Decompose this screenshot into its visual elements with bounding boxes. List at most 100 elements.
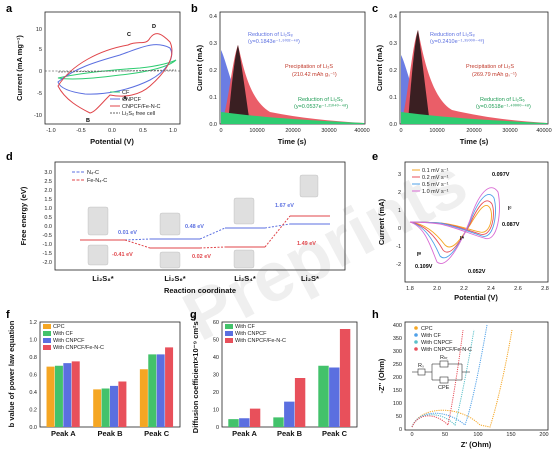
x-category-label: Peak B bbox=[277, 429, 303, 438]
xtick: 1.8 bbox=[406, 286, 414, 292]
bar-with-cnpcf-fe-n-c-2 bbox=[165, 347, 174, 428]
ytick: -1.5 bbox=[43, 251, 52, 257]
peak-label-d: D bbox=[152, 24, 156, 30]
circuit-rs: Rₛ bbox=[418, 363, 424, 369]
ytick: -0.5 bbox=[43, 233, 52, 239]
legend-scan-02: 0.2 mV s⁻¹ bbox=[422, 175, 449, 181]
bar-with-cnpcf-fe-n-c-0 bbox=[71, 361, 80, 428]
x-category-label: Peak A bbox=[51, 429, 76, 438]
y-tick-label: 0.2 bbox=[29, 408, 37, 414]
y-tick-label: 10 bbox=[213, 408, 219, 414]
xtick: 40000 bbox=[536, 128, 551, 134]
ytick: -10 bbox=[34, 113, 42, 119]
legend-swatch bbox=[43, 338, 51, 343]
bar-with-cnpcf-2 bbox=[156, 354, 165, 428]
ann-c-1: Reduction of Li₂S₈ bbox=[430, 32, 475, 38]
area-peak-dark bbox=[228, 45, 250, 124]
bar-with-cnpcf-fe-n-c-2 bbox=[339, 329, 351, 427]
legend-n4c: N₄-C bbox=[87, 170, 99, 176]
panel-label-c: c bbox=[372, 3, 378, 15]
nyquist-cnpcf-fenc bbox=[411, 329, 464, 428]
equivalent-circuit bbox=[412, 360, 470, 384]
ytick: 0.2 bbox=[389, 68, 397, 74]
category-li2s: Li₂S* bbox=[301, 274, 319, 283]
xtick: 0 bbox=[399, 128, 402, 134]
legend-swatch bbox=[225, 331, 233, 336]
ann-b-1b: (y=0.1843e⁻¹·⁹⁰³²⁻⁴⁸) bbox=[248, 38, 300, 45]
ytick: -5 bbox=[37, 91, 42, 97]
ytick: 2 bbox=[398, 190, 401, 196]
panel-f-xticks: Peak A Peak B Peak C bbox=[51, 429, 170, 438]
y-tick-label: 1.0 bbox=[29, 338, 37, 344]
ytick: 3 bbox=[398, 172, 401, 178]
peak-label-a: A bbox=[123, 96, 127, 102]
ann-b-2: Precipitation of Li₂S bbox=[285, 64, 333, 70]
structure-icons bbox=[87, 174, 319, 269]
xtick: 40000 bbox=[354, 128, 369, 134]
panel-h: h CPC With CF With CNPCF With CNPCF/Fe-N… bbox=[372, 309, 549, 449]
panel-label-g: g bbox=[190, 309, 197, 321]
ytick: 0.3 bbox=[209, 41, 217, 47]
category-li2s6: Li₂S₆* bbox=[164, 274, 185, 283]
bar-with-cf-1 bbox=[101, 388, 110, 427]
bar-with-cnpcf-2 bbox=[329, 367, 340, 427]
ann-b-2b: (210.42 mAh gₛ⁻¹) bbox=[292, 72, 337, 78]
energy-path-fen4c bbox=[80, 215, 330, 249]
panel-label-e: e bbox=[372, 151, 378, 163]
category-li2s4: Li₂S₄* bbox=[234, 274, 256, 283]
panel-g-ylabel: Diffusion coefficient×10⁻⁹ cm²s⁻¹ bbox=[191, 314, 200, 433]
ytick: 1.5 bbox=[44, 197, 52, 203]
ytick: 0.3 bbox=[389, 41, 397, 47]
cv-scan-05 bbox=[409, 194, 496, 259]
bar-with-cf-0 bbox=[54, 365, 63, 427]
panel-c-xlabel: Time (s) bbox=[460, 137, 489, 146]
ytick: -1 bbox=[396, 244, 401, 250]
legend-scan-10: 1.0 mV s⁻¹ bbox=[422, 189, 449, 195]
panel-label-h: h bbox=[372, 309, 379, 321]
panel-h-legend: CPC With CF With CNPCF With CNPCF/Fe-N-C bbox=[414, 326, 472, 353]
ann-c-3: Reduction of Li₂S₆ bbox=[480, 97, 525, 103]
panel-e-ylabel: Current (mA) bbox=[377, 198, 386, 245]
panel-g-bars bbox=[228, 329, 351, 428]
panel-f-bars bbox=[46, 347, 174, 428]
ytick: 0.0 bbox=[44, 224, 52, 230]
ytick: 1 bbox=[398, 208, 401, 214]
peak-ic: Iᶜ bbox=[508, 206, 512, 212]
ytick: 2.5 bbox=[44, 179, 52, 185]
ytick: 250 bbox=[393, 362, 402, 368]
bar-with-cnpcf-fe-n-c-0 bbox=[249, 408, 261, 428]
bar-with-cnpcf-0 bbox=[63, 363, 72, 428]
ytick: 0.5 bbox=[44, 215, 52, 221]
label-red-3: 1.49 eV bbox=[297, 241, 316, 247]
xtick: 0.5 bbox=[139, 128, 147, 134]
legend-label: CPC bbox=[53, 324, 65, 330]
y-tick-label: 0.4 bbox=[29, 390, 37, 396]
panel-f-ylabel: b value of power law equation bbox=[7, 320, 16, 427]
x-category-label: Peak A bbox=[232, 429, 257, 438]
ann-c-2b: (269.79 mAh gₛ⁻¹) bbox=[472, 72, 517, 78]
panel-h-xlabel: Z' (Ohm) bbox=[461, 440, 492, 449]
xtick: -0.5 bbox=[76, 128, 85, 134]
shift-ic2: 0.087V bbox=[502, 222, 520, 228]
legend-swatch bbox=[43, 331, 51, 336]
panel-g-yticks: 60 50 40 30 20 10 0 bbox=[213, 320, 219, 431]
peak-ia: Iᴬ bbox=[460, 234, 465, 242]
label-red-1: -0.41 eV bbox=[112, 252, 133, 258]
ytick: 200 bbox=[393, 375, 402, 381]
circuit-rct: Rₕₜ bbox=[440, 355, 448, 361]
panel-a: a C D A B CF CNPCF CNPCF/Fe-N-C Li₂S₆ fr… bbox=[6, 3, 181, 146]
panel-label-d: d bbox=[6, 151, 13, 163]
bar-with-cf-0 bbox=[228, 419, 239, 428]
y-tick-label: 0 bbox=[216, 425, 219, 431]
xtick: 2.0 bbox=[433, 286, 441, 292]
bar-with-cnpcf-fe-n-c-1 bbox=[294, 378, 306, 427]
ytick: 400 bbox=[393, 323, 402, 329]
xtick: 20000 bbox=[285, 128, 300, 134]
bar-with-cf-1 bbox=[273, 417, 284, 428]
panel-a-legend: CF CNPCF CNPCF/Fe-N-C Li₂S₆ free cell bbox=[110, 90, 161, 117]
ann-b-3: Reduction of Li₂S₆ bbox=[298, 97, 343, 103]
xtick: 10000 bbox=[429, 128, 444, 134]
